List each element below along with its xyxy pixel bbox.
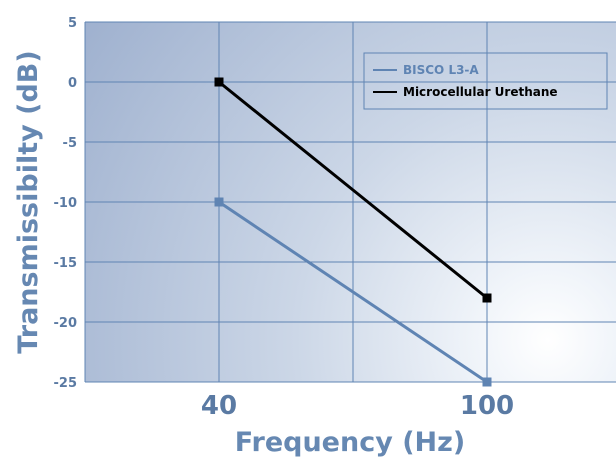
legend-label-bisco: BISCO L3-A — [403, 63, 479, 77]
y-tick-label: 5 — [68, 16, 77, 31]
series-line-0 — [218, 200, 488, 384]
x-tick-label: 100 — [460, 391, 514, 421]
data-point — [214, 77, 224, 87]
y-tick-label: -10 — [54, 196, 78, 211]
x-tick-label: 40 — [201, 391, 237, 421]
x-axis-ticks: 40 100 — [201, 391, 514, 421]
legend-label-urethane: Microcellular Urethane — [403, 85, 558, 99]
x-axis-title: Frequency (Hz) — [235, 427, 465, 458]
y-tick-label: -15 — [54, 256, 78, 271]
data-point — [482, 293, 492, 303]
y-axis-ticks: 5 0 -5 -10 -15 -20 -25 — [54, 16, 78, 391]
legend: BISCO L3-A Microcellular Urethane — [363, 52, 608, 110]
data-point — [482, 377, 492, 387]
legend-entry-bisco: BISCO L3-A — [373, 63, 479, 77]
y-axis-title: Transmissibilty (dB) — [13, 50, 44, 353]
legend-entry-urethane: Microcellular Urethane — [373, 85, 558, 99]
series-line-1 — [218, 80, 488, 300]
series-layer — [214, 77, 492, 387]
y-tick-label: -20 — [54, 316, 78, 331]
y-tick-label: -25 — [54, 376, 78, 391]
legend-box — [363, 52, 608, 110]
y-tick-label: 0 — [68, 76, 77, 91]
y-tick-label: -5 — [63, 136, 77, 151]
data-point — [214, 197, 224, 207]
